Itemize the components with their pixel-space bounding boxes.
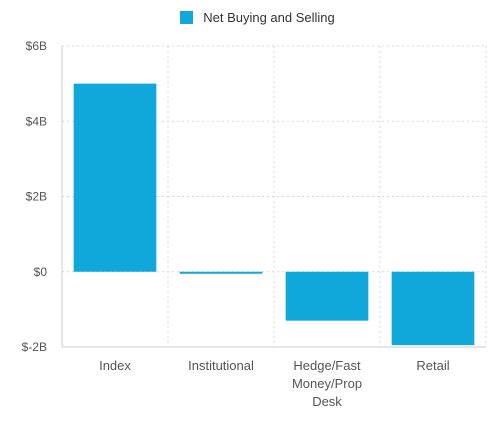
bar[interactable] <box>391 271 475 346</box>
bar[interactable] <box>73 83 157 272</box>
x-tick-label: Index <box>99 358 131 373</box>
y-tick-label: $0 <box>34 265 48 279</box>
bar[interactable] <box>179 271 263 274</box>
y-tick-label: $-2B <box>22 340 47 354</box>
x-tick-label: Money/Prop <box>292 376 362 391</box>
y-tick-label: $4B <box>26 114 47 128</box>
y-tick-label: $2B <box>26 190 47 204</box>
x-tick-label: Institutional <box>188 358 254 373</box>
bar[interactable] <box>285 271 369 321</box>
x-tick-label: Retail <box>416 358 449 373</box>
x-tick-label: Desk <box>312 394 342 409</box>
legend-swatch <box>180 11 194 24</box>
x-tick-label: Hedge/Fast <box>293 358 361 373</box>
y-tick-label: $6B <box>26 39 47 53</box>
legend-label: Net Buying and Selling <box>203 10 335 25</box>
legend[interactable]: Net Buying and Selling <box>0 10 501 25</box>
